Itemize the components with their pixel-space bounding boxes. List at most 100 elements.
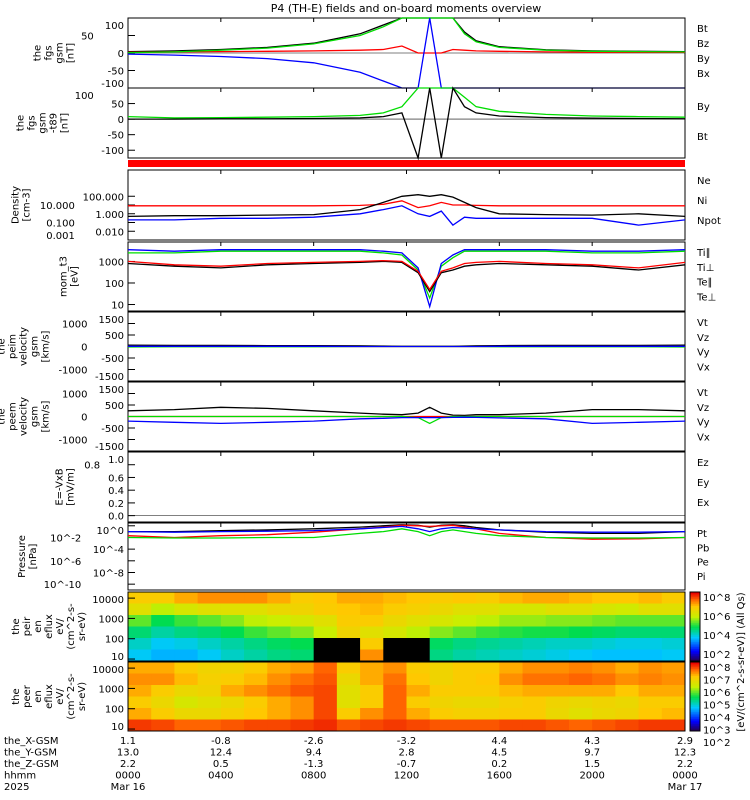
ylabel-line: [km/s] [41,330,52,362]
spectrogram-cell [476,649,500,662]
y-tick-label: 1000 [99,614,124,625]
colorbar-cell [690,623,700,626]
spectrogram-cell [128,649,152,662]
spectrogram-cell [220,662,245,674]
spectrogram-cell [476,696,500,709]
spectrogram-cell [452,685,477,697]
x-tick-X: -3.2 [397,736,417,747]
colorbar-cell [690,621,700,624]
spectrogram-cell [267,708,291,720]
spectrogram-cell [244,638,268,650]
spectrogram-cell [151,719,175,732]
ylabel-line: peer [22,684,33,708]
y-tick-label: 1000 [62,390,87,401]
colorbar-cell [690,718,700,722]
spectrogram-cell [499,696,524,709]
series-Ti∥ [128,250,686,300]
legend-Te⊥: Te⊥ [696,292,716,303]
colorbar-cell [690,715,700,718]
legend-Pi: Pi [697,572,706,583]
x-tick-Y: 4.5 [491,748,507,759]
colorbar-cell [690,643,700,646]
spectrogram-cell [638,696,663,709]
spectrogram-cell [174,626,199,639]
spectrogram-cell [638,662,663,674]
colorbar-cell [690,648,700,652]
spectrogram-cell [661,719,686,732]
colorbar-cell [690,650,700,653]
colorbar-cell [690,645,700,648]
spectrogram-cell [476,673,500,686]
spectrogram-cell [360,638,384,650]
series-Ni [127,194,686,218]
legend-Pe: Pe [697,558,709,569]
legend-By: By [697,102,710,113]
spectrogram-cell [568,603,593,616]
y-tick-label: 10 [111,301,124,312]
spectrogram-cell [336,719,361,732]
y-tick-label: 1500 [99,385,124,396]
colorbar-cell [690,720,700,723]
spectrogram-cell [476,719,500,732]
spectrogram-cell [429,615,454,627]
ylabel-line: gsm [37,112,48,133]
spectrogram-cell [476,685,500,697]
spectrogram-cell [360,719,384,732]
y-tick-label: 0 [118,49,124,60]
spectrogram-cell [244,685,268,697]
spectrogram-cell [197,719,222,732]
ylabel-line: velocity [19,327,30,366]
colorbar-cell [690,617,700,621]
spectrogram-cell [383,719,407,732]
y-tick-label: 10^-8 [93,568,124,579]
y-tick-label: 1.000 [95,210,124,221]
spectrogram-cell [661,638,686,650]
spectrogram-cell [638,685,663,697]
colorbar-cell [690,684,700,687]
series-Ti⊥ [127,249,686,309]
spectrogram-cell [151,603,175,616]
legend-Vy: Vy [697,418,710,429]
ylabel-line: [nT] [59,113,70,133]
colorbar-cell [690,636,700,640]
y-tick-label: 0 [81,343,87,354]
colorbar-cell [690,640,700,643]
spectrogram-cell [545,696,570,709]
spectrogram-cell [151,685,175,697]
spectrogram-cell [151,592,175,604]
ylabel-line: the [11,688,22,704]
colorbar-tick-label: 10^5 [703,701,730,712]
ylabel-line: eflux [44,684,55,709]
spectrogram-cell [452,662,477,674]
spectrogram-cell [174,649,199,662]
spectrogram-cell [545,592,570,604]
spectrogram-cell [661,673,686,686]
colorbar-cell [690,614,700,617]
y-tick-label: 1000 [99,684,124,695]
series-Ne [128,200,685,209]
spectrogram-cell [638,673,663,686]
spectrogram-cell [197,685,222,697]
spectrogram-cell [383,626,407,639]
y-tick-label: 10^-10 [44,580,81,591]
panel-frame [127,661,686,732]
y-tick-label: 0.4 [108,486,124,497]
spectrogram-cell [545,719,570,732]
spectrogram-cell [592,638,616,650]
spectrogram-cell [336,649,361,662]
spectrogram-cell [267,638,291,650]
x-tick-Z: 2.2 [120,759,136,770]
spectrogram-cell [522,638,547,650]
spectrogram-cell [452,719,477,732]
colorbar-cell [690,725,700,729]
spectrogram-cell [313,615,338,627]
y-tick-label: 500 [105,331,124,342]
x-tick-hhmm: 1200 [394,771,419,782]
colorbar-cell [690,679,700,682]
spectrogram-cell [336,615,361,627]
plot-title: P4 (TH-E) fields and on-board moments ov… [271,2,542,15]
x-tick-date: Mar 16 [111,782,146,793]
ylabel-line: the [15,115,26,131]
spectrogram-cell [615,708,640,720]
colorbar-cell [690,657,700,660]
